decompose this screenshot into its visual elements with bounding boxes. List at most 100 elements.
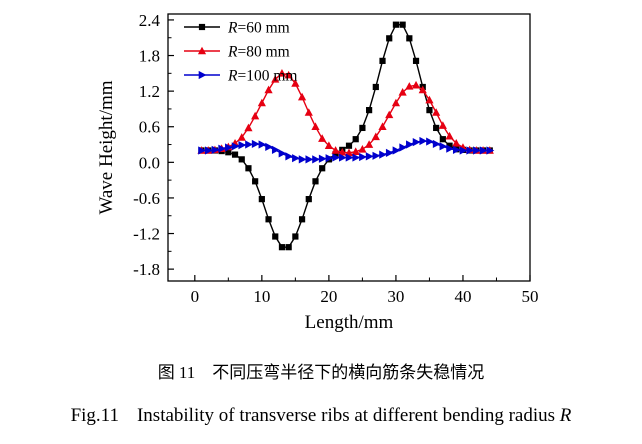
marker-triangle-up <box>197 46 207 55</box>
marker-triangle-up <box>371 132 380 141</box>
marker-square <box>278 244 286 251</box>
marker-triangle-up <box>438 121 447 129</box>
marker-square <box>225 149 232 156</box>
marker-square <box>305 196 312 203</box>
marker-triangle-right <box>446 144 455 153</box>
marker-triangle-up <box>324 141 333 150</box>
marker-square <box>412 57 420 64</box>
x-tick-label: 0 <box>191 287 200 306</box>
marker-triangle-right <box>312 155 320 164</box>
marker-triangle-up <box>351 147 360 155</box>
marker-square <box>319 165 326 172</box>
y-tick-label: 0.0 <box>139 153 160 172</box>
marker-triangle-up <box>391 98 401 107</box>
marker-triangle-right <box>352 153 361 162</box>
legend-label: R=60 mm <box>227 20 290 37</box>
legend-label: R=80 mm <box>227 44 290 61</box>
marker-triangle-right <box>365 152 374 161</box>
marker-square <box>446 142 453 149</box>
marker-triangle-up <box>257 98 266 107</box>
marker-triangle-right <box>459 146 468 155</box>
marker-triangle-up <box>304 108 313 116</box>
x-tick-label: 40 <box>454 287 471 306</box>
marker-triangle-up <box>378 122 387 131</box>
marker-triangle-right <box>211 145 220 154</box>
marker-square <box>426 107 433 114</box>
marker-triangle-up <box>452 139 461 147</box>
marker-triangle-up <box>418 85 427 94</box>
marker-square <box>439 136 446 143</box>
marker-triangle-right <box>332 153 341 162</box>
marker-triangle-right <box>372 151 381 160</box>
plot-box <box>167 13 531 282</box>
marker-triangle-up <box>244 123 253 132</box>
marker-triangle-up <box>271 74 280 83</box>
x-tick-label: 30 <box>387 287 404 306</box>
wave-height-chart: 0 10 20 30 40 50 -1.8 -1.2 -0.6 0.0 0.6 1.2 1.8 2.4 Le… <box>96 11 539 333</box>
marker-triangle-right <box>392 146 401 155</box>
marker-triangle-right <box>338 153 347 162</box>
caption-english: Fig.11 Instability of transverse ribs at … <box>0 405 642 427</box>
marker-triangle-right <box>406 140 414 149</box>
caption-english-variable: R <box>559 405 572 426</box>
marker-triangle-up <box>284 70 293 79</box>
marker-square <box>265 216 272 223</box>
y-tick-label: -1.2 <box>133 225 160 244</box>
caption-chinese: 图 11 不同压弯半径下的横向筋条失稳情况 <box>0 358 642 383</box>
marker-triangle-right <box>298 155 307 164</box>
marker-square <box>272 233 279 240</box>
marker-triangle-up <box>291 79 300 87</box>
y-tick-label: -0.6 <box>133 189 160 208</box>
marker-square <box>285 244 292 251</box>
marker-square <box>366 107 373 114</box>
x-axis-label: Length/mm <box>305 312 394 333</box>
marker-triangle-right <box>251 139 260 149</box>
marker-square <box>352 136 359 143</box>
marker-triangle-right <box>379 150 388 159</box>
marker-triangle-up <box>405 82 414 90</box>
marker-triangle-up <box>264 85 273 94</box>
marker-square <box>292 233 299 240</box>
caption-english-text: Instability of transverse ribs at differ… <box>136 405 556 426</box>
marker-square <box>359 124 366 132</box>
marker-triangle-up <box>277 69 287 77</box>
x-tick-label: 10 <box>253 287 270 306</box>
y-axis-label: Wave Height/mm <box>96 80 117 214</box>
marker-triangle-right <box>238 141 247 150</box>
marker-triangle-right <box>258 140 267 149</box>
marker-triangle-right <box>385 148 394 157</box>
marker-square <box>399 21 406 28</box>
marker-triangle-right <box>399 143 408 152</box>
marker-square <box>312 178 319 185</box>
marker-triangle-up <box>432 108 441 116</box>
marker-triangle-right <box>285 152 294 161</box>
marker-triangle-right <box>419 136 428 146</box>
series-line <box>201 72 490 154</box>
marker-triangle-right <box>439 142 448 151</box>
marker-triangle-right <box>426 137 434 146</box>
marker-square <box>298 216 306 223</box>
marker-triangle-up <box>358 144 367 153</box>
marker-triangle-right <box>198 70 207 80</box>
series-r-100-mm <box>198 136 495 164</box>
y-tick-label: 0.6 <box>139 118 160 137</box>
marker-triangle-right <box>265 142 274 152</box>
x-tick-label: 20 <box>320 287 337 306</box>
marker-square <box>386 35 393 42</box>
marker-triangle-right <box>432 139 441 149</box>
marker-triangle-right <box>466 146 475 155</box>
marker-triangle-up <box>398 88 407 96</box>
marker-square <box>372 83 379 91</box>
marker-triangle-right <box>278 149 287 158</box>
marker-triangle-up <box>318 134 327 142</box>
marker-triangle-right <box>204 146 213 155</box>
marker-square <box>245 165 252 172</box>
marker-square <box>332 150 339 158</box>
marker-triangle-right <box>479 146 488 155</box>
marker-triangle-right <box>359 152 367 162</box>
marker-square <box>231 151 239 158</box>
marker-triangle-up <box>365 140 374 148</box>
marker-triangle-up <box>445 131 454 140</box>
marker-triangle-right <box>198 146 207 155</box>
